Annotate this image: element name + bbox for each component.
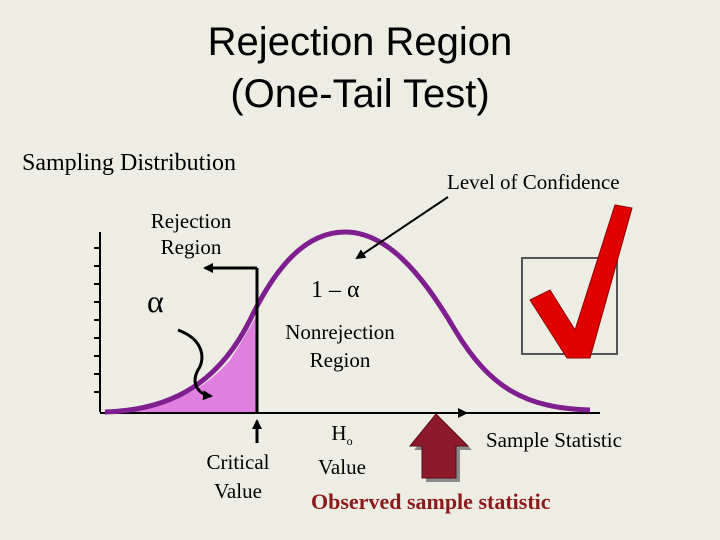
sampling-distribution-label: Sampling Distribution [22, 150, 237, 176]
rejection-region-label: Rejection Region [126, 208, 256, 260]
level-of-confidence-arrow [355, 196, 449, 260]
rejection-region-fill [110, 315, 257, 412]
title-line-2: (One-Tail Test) [230, 72, 490, 116]
sample-statistic-label: Sample Statistic [486, 428, 622, 452]
h0-value-text: Value [318, 455, 366, 480]
critical-value-label-line1: Critical [206, 450, 270, 474]
nonrejection-region-label-line1: Nonrejection [285, 320, 395, 344]
y-axis [94, 232, 101, 412]
nonrejection-region-label: Nonrejection Region [262, 318, 418, 374]
title-line-1: Rejection Region [207, 20, 513, 64]
alpha-label: α [147, 283, 164, 319]
observed-sample-statistic-label: Observed sample statistic [311, 489, 551, 514]
level-of-confidence-label: Level of Confidence [447, 170, 620, 194]
critical-value-label: Critical Value [188, 448, 288, 506]
checkmark-icon [521, 204, 633, 359]
h0-symbol: Ho [331, 421, 353, 449]
nonrejection-region-label-line2: Region [309, 348, 371, 372]
alpha-curved-arrow [177, 328, 213, 401]
rejection-region-label-line2: Region [160, 235, 222, 259]
sampling-distribution-curve [104, 229, 591, 415]
rejection-region-label-line1: Rejection [150, 209, 232, 233]
one-minus-alpha-label: 1 – α [311, 277, 360, 303]
up-arrow-icon [408, 413, 472, 482]
h0-value-label: Ho Value [302, 420, 382, 480]
critical-value-label-line2: Value [214, 479, 262, 503]
